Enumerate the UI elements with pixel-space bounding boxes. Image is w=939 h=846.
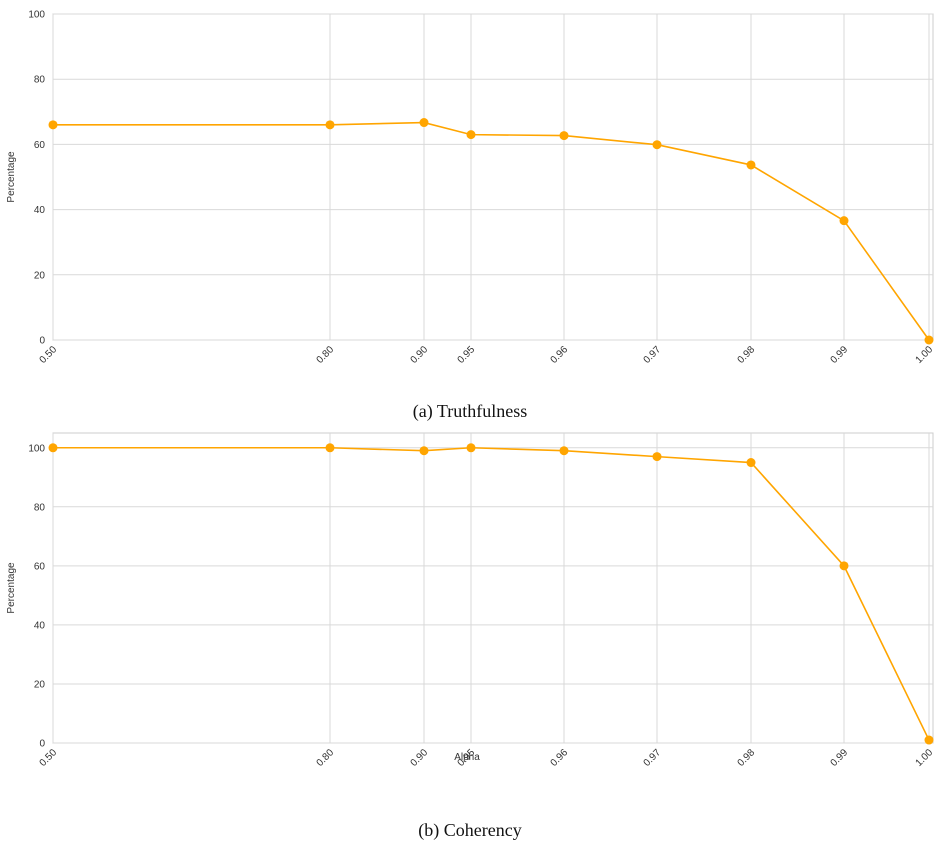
plot-frame [52,13,934,341]
x-tick-label: 0.90 [409,344,431,366]
data-point [466,443,476,453]
x-tick-label: 0.97 [642,747,664,769]
data-point [466,130,476,140]
coherency-caption: (b) Coherency [418,820,521,841]
y-tick-label: 80 [34,502,46,513]
y-tick-label: 60 [34,140,46,151]
x-tick-label: 0.97 [642,344,664,366]
data-point [325,120,335,130]
data-point [924,335,934,345]
data-point [419,446,429,456]
y-tick-label: 40 [34,620,46,631]
data-point [746,458,756,468]
x-tick-label: 0.98 [736,747,758,769]
data-point [48,443,58,453]
y-tick-label: 60 [34,561,46,572]
x-tick-label: 0.95 [456,344,478,366]
plot-frame [52,432,934,744]
x-tick-label: 1.00 [914,747,936,769]
y-tick-label: 0 [39,336,45,347]
series-line [53,446,930,741]
x-tick-label: 0.99 [829,747,851,769]
data-point [746,160,756,170]
x-tick-label: 0.90 [409,747,431,769]
data-point [652,452,662,462]
data-point [839,216,849,226]
y-tick-label: 20 [34,679,46,690]
x-tick-label: 0.80 [315,344,337,366]
x-tick-label: 0.96 [549,747,571,769]
x-tick-label: 0.98 [736,344,758,366]
x-tick-label: 0.50 [38,747,60,769]
y-tick-label: 20 [34,270,46,281]
x-tick-label: 0.96 [549,344,571,366]
x-axis-label: Alpha [454,752,480,763]
truthfulness-chart: 0 20 40 60 80 100 0.50 0.80 0.90 0.95 0.96 0.97 0.98… [6,10,935,366]
data-point [48,120,58,130]
series-line [53,121,930,341]
x-tick-label: 0.50 [38,344,60,366]
x-tick-label: 1.00 [914,344,936,366]
y-tick-label: 100 [28,10,45,21]
y-tick-label: 0 [39,739,45,750]
data-point [924,735,934,745]
data-point [839,561,849,571]
truthfulness-caption: (a) Truthfulness [413,401,528,422]
y-axis-label: Percentage [6,562,17,614]
data-point [325,443,335,453]
y-tick-label: 100 [28,443,45,454]
y-tick-label: 40 [34,205,46,216]
data-point [419,118,429,128]
data-point [559,446,569,456]
y-axis-label: Percentage [6,151,17,203]
data-point [559,131,569,141]
x-tick-label: 0.99 [829,344,851,366]
y-tick-label: 80 [34,75,46,86]
data-point [652,140,662,150]
x-tick-label: 0.80 [315,747,337,769]
